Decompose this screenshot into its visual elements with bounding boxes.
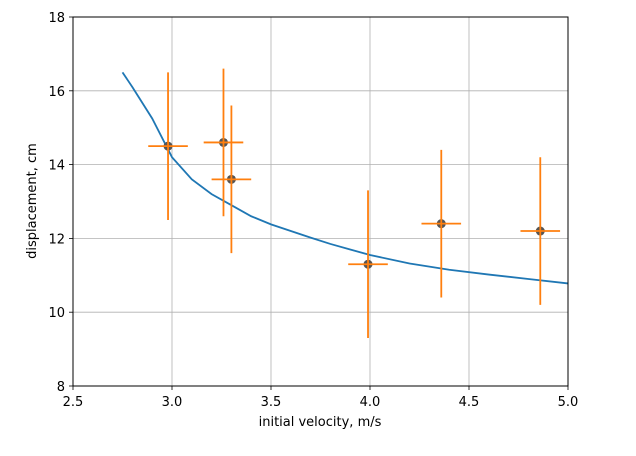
data-point-group: [148, 72, 188, 220]
x-tick-label: 3.5: [261, 395, 282, 410]
y-tick-label: 12: [48, 232, 65, 247]
y-tick-label: 10: [48, 306, 65, 321]
x-tick-label: 5.0: [558, 395, 579, 410]
y-tick-label: 18: [48, 11, 65, 26]
grid: [72, 16, 569, 387]
ticks: 2.5 3.0 3.5 4.0 4.5 5.0 8 10 12 14 16 18: [48, 11, 578, 410]
y-tick-label: 16: [48, 85, 65, 100]
x-tick-label: 3.0: [162, 395, 183, 410]
x-tick-label: 4.0: [360, 395, 381, 410]
data-point-group: [348, 190, 388, 339]
plot-frame: [72, 16, 569, 387]
x-axis-label: initial velocity, m/s: [259, 415, 382, 430]
data-point-group: [520, 157, 561, 305]
data-point-group: [203, 68, 244, 217]
y-axis-label: displacement, cm: [25, 143, 40, 259]
x-tick-label: 2.5: [63, 395, 84, 410]
y-tick-label: 14: [48, 159, 65, 174]
data-point-group: [421, 149, 462, 298]
data-point-group: [211, 105, 252, 254]
fit-layer: [121, 71, 569, 285]
points-layer: [148, 68, 561, 339]
fit-curve: [121, 71, 569, 285]
y-tick-label: 8: [57, 380, 65, 395]
x-tick-label: 4.5: [459, 395, 480, 410]
